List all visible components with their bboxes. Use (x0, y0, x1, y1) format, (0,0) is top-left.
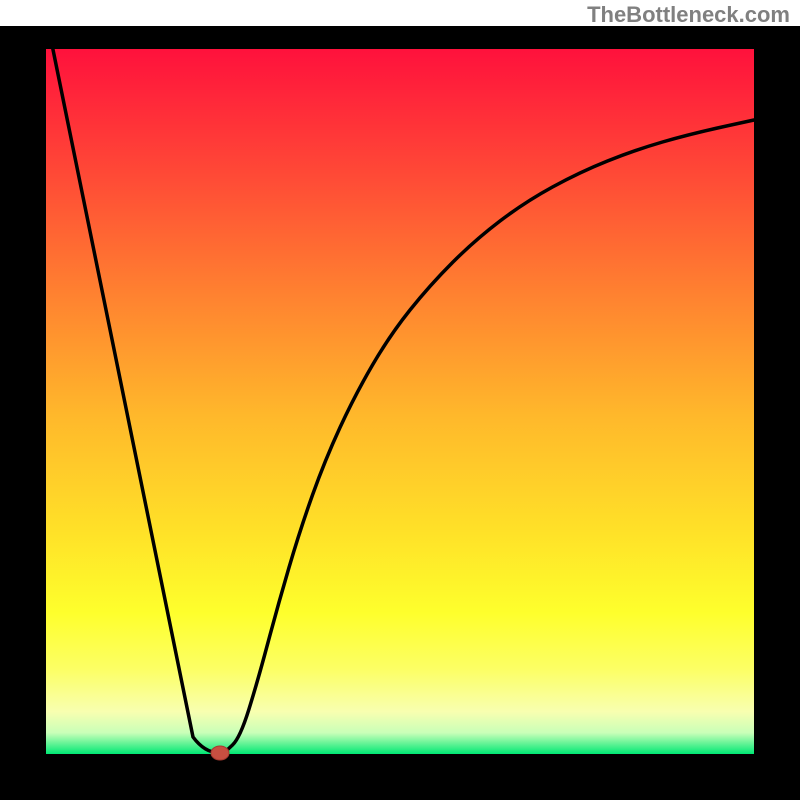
chart-container: TheBottleneck.com (0, 0, 800, 800)
bottleneck-chart (0, 0, 800, 800)
optimal-point-marker (211, 746, 229, 760)
watermark-label: TheBottleneck.com (587, 2, 790, 28)
plot-area (46, 49, 754, 754)
